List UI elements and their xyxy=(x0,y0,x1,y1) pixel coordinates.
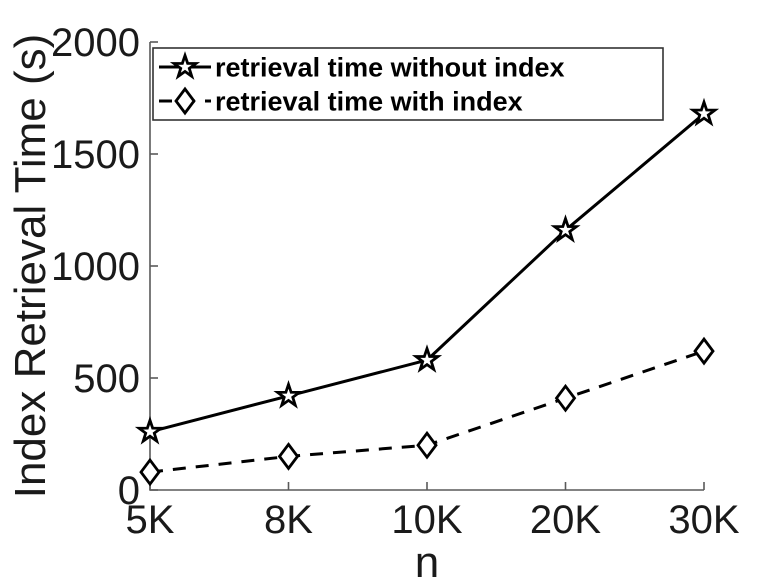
legend-entry-label: retrieval time with index xyxy=(215,87,523,117)
y-tick-label: 0 xyxy=(118,469,140,513)
x-tick-label: 30K xyxy=(668,498,739,542)
series-without-index xyxy=(134,97,720,445)
x-tick-label: 10K xyxy=(391,498,462,542)
diamond-marker xyxy=(277,442,300,471)
pentagram-marker xyxy=(273,380,304,409)
pentagram-marker xyxy=(550,214,581,244)
series-with-index xyxy=(139,336,715,487)
legend-entry-label: retrieval time without index xyxy=(215,53,565,83)
series-line xyxy=(149,112,705,434)
pentagram-marker xyxy=(411,344,443,373)
y-axis-title: Index Retrieval Time (s) xyxy=(6,34,55,499)
diamond-marker xyxy=(174,86,196,116)
y-tick-label: 1500 xyxy=(51,133,140,177)
x-tick-label: 20K xyxy=(530,498,601,542)
x-axis-title: n xyxy=(415,538,439,584)
diamond-marker xyxy=(416,430,438,460)
legend-entry: retrieval time without index xyxy=(159,51,565,83)
y-tick-label: 1000 xyxy=(51,245,140,289)
y-tick-label: 2000 xyxy=(51,21,140,65)
y-tick-label: 500 xyxy=(73,357,140,401)
plot-area: 0 500 1000 1500 2000 5K 8K 10K 20K 30K retrieval t… xyxy=(51,21,740,542)
diamond-marker xyxy=(693,336,715,366)
legend-entry: retrieval time with index xyxy=(159,87,523,117)
legend: retrieval time without index retrieval ti… xyxy=(152,47,664,121)
x-tick-label: 5K xyxy=(126,498,175,542)
pentagram-marker xyxy=(169,51,201,80)
x-tick-label: 8K xyxy=(264,498,313,542)
pentagram-marker xyxy=(134,415,166,445)
pentagram-marker xyxy=(688,97,720,127)
diamond-marker xyxy=(554,383,577,413)
diamond-marker xyxy=(139,457,161,487)
legend-box xyxy=(152,47,664,121)
